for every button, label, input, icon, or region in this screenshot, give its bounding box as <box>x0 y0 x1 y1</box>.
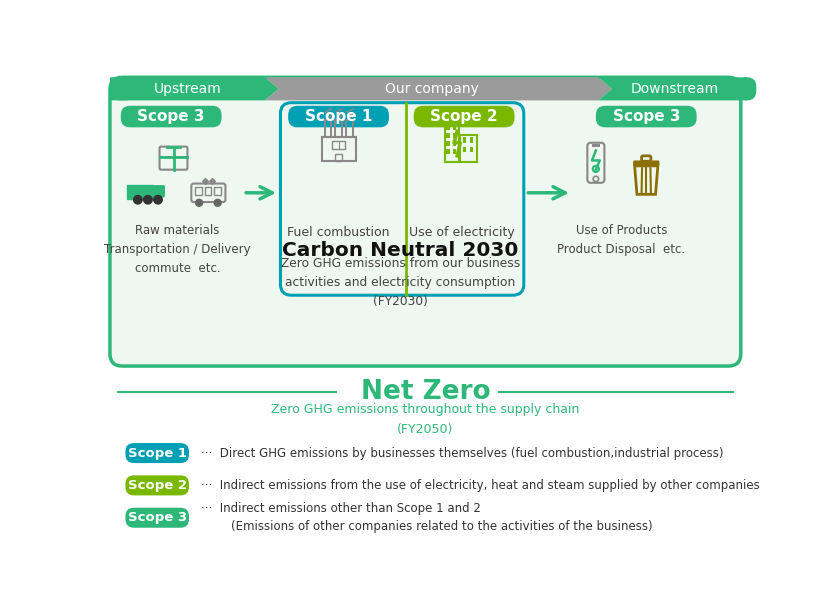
Text: Carbon Neutral 2030: Carbon Neutral 2030 <box>282 241 519 260</box>
Text: ···  Indirect emissions from the use of electricity, heat and steam supplied by : ··· Indirect emissions from the use of e… <box>202 479 760 492</box>
Text: Downstream: Downstream <box>631 82 719 96</box>
Bar <box>452 126 456 130</box>
FancyBboxPatch shape <box>288 106 389 127</box>
Bar <box>447 126 450 130</box>
Bar <box>592 144 600 147</box>
Bar <box>470 147 473 152</box>
Text: ···  Direct GHG emissions by businesses themselves (fuel combustion,industrial p: ··· Direct GHG emissions by businesses t… <box>202 447 724 460</box>
Bar <box>447 149 450 154</box>
Text: Raw materials
Transportation / Delivery
commute  etc.: Raw materials Transportation / Delivery … <box>104 223 251 275</box>
Circle shape <box>144 195 152 204</box>
FancyBboxPatch shape <box>596 106 696 127</box>
Bar <box>461 135 477 162</box>
Bar <box>335 154 342 161</box>
Bar <box>195 187 203 195</box>
Text: Net Zero: Net Zero <box>360 379 491 405</box>
Text: Scope 3: Scope 3 <box>128 511 187 524</box>
FancyBboxPatch shape <box>154 185 165 198</box>
FancyBboxPatch shape <box>110 77 741 366</box>
Text: Use of Products
Product Disposal  etc.: Use of Products Product Disposal etc. <box>558 223 686 256</box>
Text: Scope 1: Scope 1 <box>128 447 187 460</box>
Polygon shape <box>110 77 279 100</box>
FancyBboxPatch shape <box>633 160 659 166</box>
Bar <box>447 141 450 146</box>
Bar <box>470 137 473 143</box>
Text: Zero GHG emissions throughout the supply chain
(FY2050): Zero GHG emissions throughout the supply… <box>271 403 579 436</box>
Polygon shape <box>598 77 750 100</box>
Bar <box>452 133 456 138</box>
Circle shape <box>196 200 203 206</box>
Text: ···  Indirect emissions other than Scope 1 and 2
        (Emissions of other com: ··· Indirect emissions other than Scope … <box>202 502 653 534</box>
Text: Scope 3: Scope 3 <box>138 109 205 124</box>
Bar <box>127 185 154 199</box>
FancyBboxPatch shape <box>125 476 189 495</box>
FancyBboxPatch shape <box>110 77 134 100</box>
Text: Fuel combustion: Fuel combustion <box>287 226 390 239</box>
FancyBboxPatch shape <box>121 106 222 127</box>
Text: Scope 1: Scope 1 <box>305 109 373 124</box>
Text: Zero GHG emissions from our business
activities and electricity consumption
(FY2: Zero GHG emissions from our business act… <box>281 256 520 308</box>
Bar <box>321 136 355 161</box>
Text: Use of electricity: Use of electricity <box>409 226 515 239</box>
Bar <box>214 187 221 195</box>
Bar <box>447 133 450 138</box>
Bar <box>346 119 353 136</box>
Bar <box>445 124 459 162</box>
FancyBboxPatch shape <box>413 106 515 127</box>
Bar <box>332 141 344 149</box>
Text: Scope 3: Scope 3 <box>613 109 680 124</box>
FancyBboxPatch shape <box>125 508 189 528</box>
Bar <box>462 147 466 152</box>
Circle shape <box>134 195 142 204</box>
Polygon shape <box>265 77 613 100</box>
FancyBboxPatch shape <box>738 77 756 100</box>
Bar <box>462 137 466 143</box>
Text: Our company: Our company <box>384 82 479 96</box>
Circle shape <box>214 200 221 206</box>
Bar <box>452 141 456 146</box>
Text: Upstream: Upstream <box>154 82 222 96</box>
Circle shape <box>154 195 162 204</box>
Bar <box>335 119 342 136</box>
Text: Scope 2: Scope 2 <box>430 109 498 124</box>
FancyBboxPatch shape <box>125 443 189 463</box>
Bar <box>204 187 212 195</box>
Bar <box>452 149 456 154</box>
Text: Scope 2: Scope 2 <box>128 479 187 492</box>
Bar <box>325 119 331 136</box>
